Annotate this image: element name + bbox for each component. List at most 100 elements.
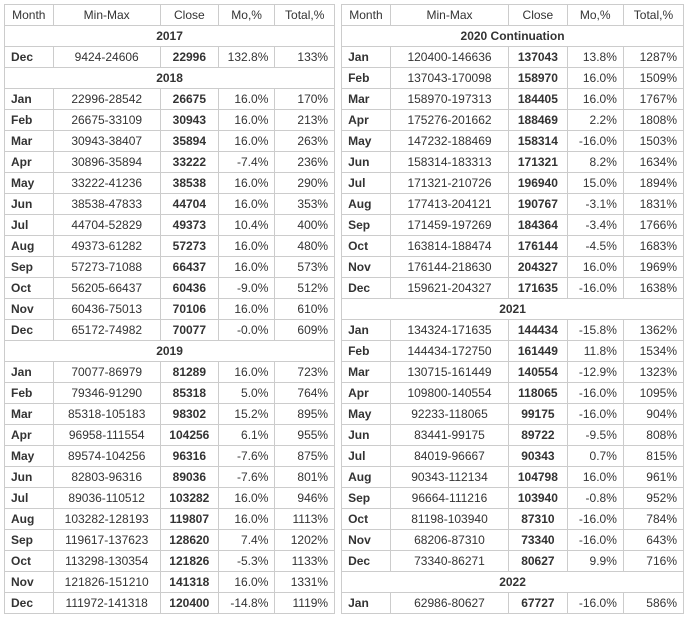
cell-minmax: 38538-47833 bbox=[53, 194, 160, 215]
cell-total: 723% bbox=[275, 362, 335, 383]
cell-minmax: 85318-105183 bbox=[53, 404, 160, 425]
cell-total: 764% bbox=[275, 383, 335, 404]
cell-mo: -7.4% bbox=[218, 152, 275, 173]
cell-minmax: 92233-118065 bbox=[390, 404, 508, 425]
table-row: Jul89036-11051210328216.0%946% bbox=[5, 488, 335, 509]
cell-close: 171321 bbox=[509, 152, 567, 173]
cell-mo: 5.0% bbox=[218, 383, 275, 404]
cell-close: 87310 bbox=[509, 509, 567, 530]
col-month: Month bbox=[5, 5, 54, 26]
table-row: Dec111972-141318120400-14.8%1119% bbox=[5, 593, 335, 614]
cell-mo: -16.0% bbox=[567, 593, 623, 614]
cell-month: Dec bbox=[5, 47, 54, 68]
cell-month: Jan bbox=[342, 47, 391, 68]
table-row: Jun83441-9917589722-9.5%808% bbox=[342, 425, 684, 446]
cell-total: 1808% bbox=[623, 110, 683, 131]
table-row: Mar85318-1051839830215.2%895% bbox=[5, 404, 335, 425]
year-label: 2017 bbox=[5, 26, 335, 47]
cell-mo: 8.2% bbox=[567, 152, 623, 173]
cell-minmax: 176144-218630 bbox=[390, 257, 508, 278]
cell-mo: -9.0% bbox=[218, 278, 275, 299]
table-row: Dec9424-2460622996132.8%133% bbox=[5, 47, 335, 68]
cell-total: 1133% bbox=[275, 551, 335, 572]
cell-month: Mar bbox=[342, 362, 391, 383]
year-label: 2020 Continuation bbox=[342, 26, 684, 47]
cell-month: Nov bbox=[342, 530, 391, 551]
cell-total: 1119% bbox=[275, 593, 335, 614]
cell-close: 121826 bbox=[160, 551, 218, 572]
cell-mo: -4.5% bbox=[567, 236, 623, 257]
table-row: Oct81198-10394087310-16.0%784% bbox=[342, 509, 684, 530]
cell-month: Sep bbox=[5, 257, 54, 278]
cell-minmax: 147232-188469 bbox=[390, 131, 508, 152]
cell-mo: -9.5% bbox=[567, 425, 623, 446]
cell-total: 1831% bbox=[623, 194, 683, 215]
cell-minmax: 158970-197313 bbox=[390, 89, 508, 110]
cell-minmax: 44704-52829 bbox=[53, 215, 160, 236]
cell-close: 26675 bbox=[160, 89, 218, 110]
cell-month: Oct bbox=[5, 551, 54, 572]
cell-close: 137043 bbox=[509, 47, 567, 68]
cell-close: 73340 bbox=[509, 530, 567, 551]
cell-total: 1113% bbox=[275, 509, 335, 530]
cell-month: Jun bbox=[5, 194, 54, 215]
table-row: Jan22996-285422667516.0%170% bbox=[5, 89, 335, 110]
cell-close: 90343 bbox=[509, 446, 567, 467]
year-row: 2021 bbox=[342, 299, 684, 320]
col-minmax: Min-Max bbox=[53, 5, 160, 26]
year-row: 2022 bbox=[342, 572, 684, 593]
cell-close: 96316 bbox=[160, 446, 218, 467]
cell-total: 1323% bbox=[623, 362, 683, 383]
cell-minmax: 96958-111554 bbox=[53, 425, 160, 446]
cell-mo: 16.0% bbox=[218, 194, 275, 215]
cell-minmax: 175276-201662 bbox=[390, 110, 508, 131]
table-row: Mar30943-384073589416.0%263% bbox=[5, 131, 335, 152]
cell-close: 38538 bbox=[160, 173, 218, 194]
cell-mo: 16.0% bbox=[218, 236, 275, 257]
cell-month: Sep bbox=[5, 530, 54, 551]
col-close: Close bbox=[160, 5, 218, 26]
table-row: Jul84019-96667903430.7%815% bbox=[342, 446, 684, 467]
cell-month: Jul bbox=[5, 488, 54, 509]
header-row: MonthMin-MaxCloseMo,%Total,% bbox=[5, 5, 335, 26]
cell-mo: -7.6% bbox=[218, 467, 275, 488]
cell-minmax: 70077-86979 bbox=[53, 362, 160, 383]
table-row: Aug49373-612825727316.0%480% bbox=[5, 236, 335, 257]
cell-mo: 16.0% bbox=[218, 257, 275, 278]
cell-mo: 9.9% bbox=[567, 551, 623, 572]
cell-total: 1095% bbox=[623, 383, 683, 404]
cell-month: Nov bbox=[5, 299, 54, 320]
cell-close: 190767 bbox=[509, 194, 567, 215]
cell-total: 586% bbox=[623, 593, 683, 614]
cell-minmax: 30943-38407 bbox=[53, 131, 160, 152]
cell-total: 643% bbox=[623, 530, 683, 551]
left-table: MonthMin-MaxCloseMo,%Total,%2017Dec9424-… bbox=[4, 4, 335, 614]
cell-close: 158314 bbox=[509, 131, 567, 152]
cell-close: 176144 bbox=[509, 236, 567, 257]
cell-month: Aug bbox=[342, 194, 391, 215]
cell-close: 188469 bbox=[509, 110, 567, 131]
cell-minmax: 65172-74982 bbox=[53, 320, 160, 341]
table-row: Jun38538-478334470416.0%353% bbox=[5, 194, 335, 215]
cell-month: Apr bbox=[5, 152, 54, 173]
cell-close: 89722 bbox=[509, 425, 567, 446]
cell-close: 144434 bbox=[509, 320, 567, 341]
table-row: Nov176144-21863020432716.0%1969% bbox=[342, 257, 684, 278]
cell-close: 161449 bbox=[509, 341, 567, 362]
cell-total: 236% bbox=[275, 152, 335, 173]
table-row: Sep96664-111216103940-0.8%952% bbox=[342, 488, 684, 509]
cell-mo: -0.0% bbox=[218, 320, 275, 341]
cell-month: Dec bbox=[342, 551, 391, 572]
cell-mo: 0.7% bbox=[567, 446, 623, 467]
cell-total: 895% bbox=[275, 404, 335, 425]
cell-month: Apr bbox=[342, 110, 391, 131]
cell-month: Aug bbox=[342, 467, 391, 488]
cell-close: 184364 bbox=[509, 215, 567, 236]
cell-close: 98302 bbox=[160, 404, 218, 425]
table-row: Nov60436-750137010616.0%610% bbox=[5, 299, 335, 320]
cell-mo: -16.0% bbox=[567, 131, 623, 152]
cell-mo: 16.0% bbox=[218, 173, 275, 194]
cell-month: Jan bbox=[342, 320, 391, 341]
cell-close: 85318 bbox=[160, 383, 218, 404]
cell-total: 955% bbox=[275, 425, 335, 446]
